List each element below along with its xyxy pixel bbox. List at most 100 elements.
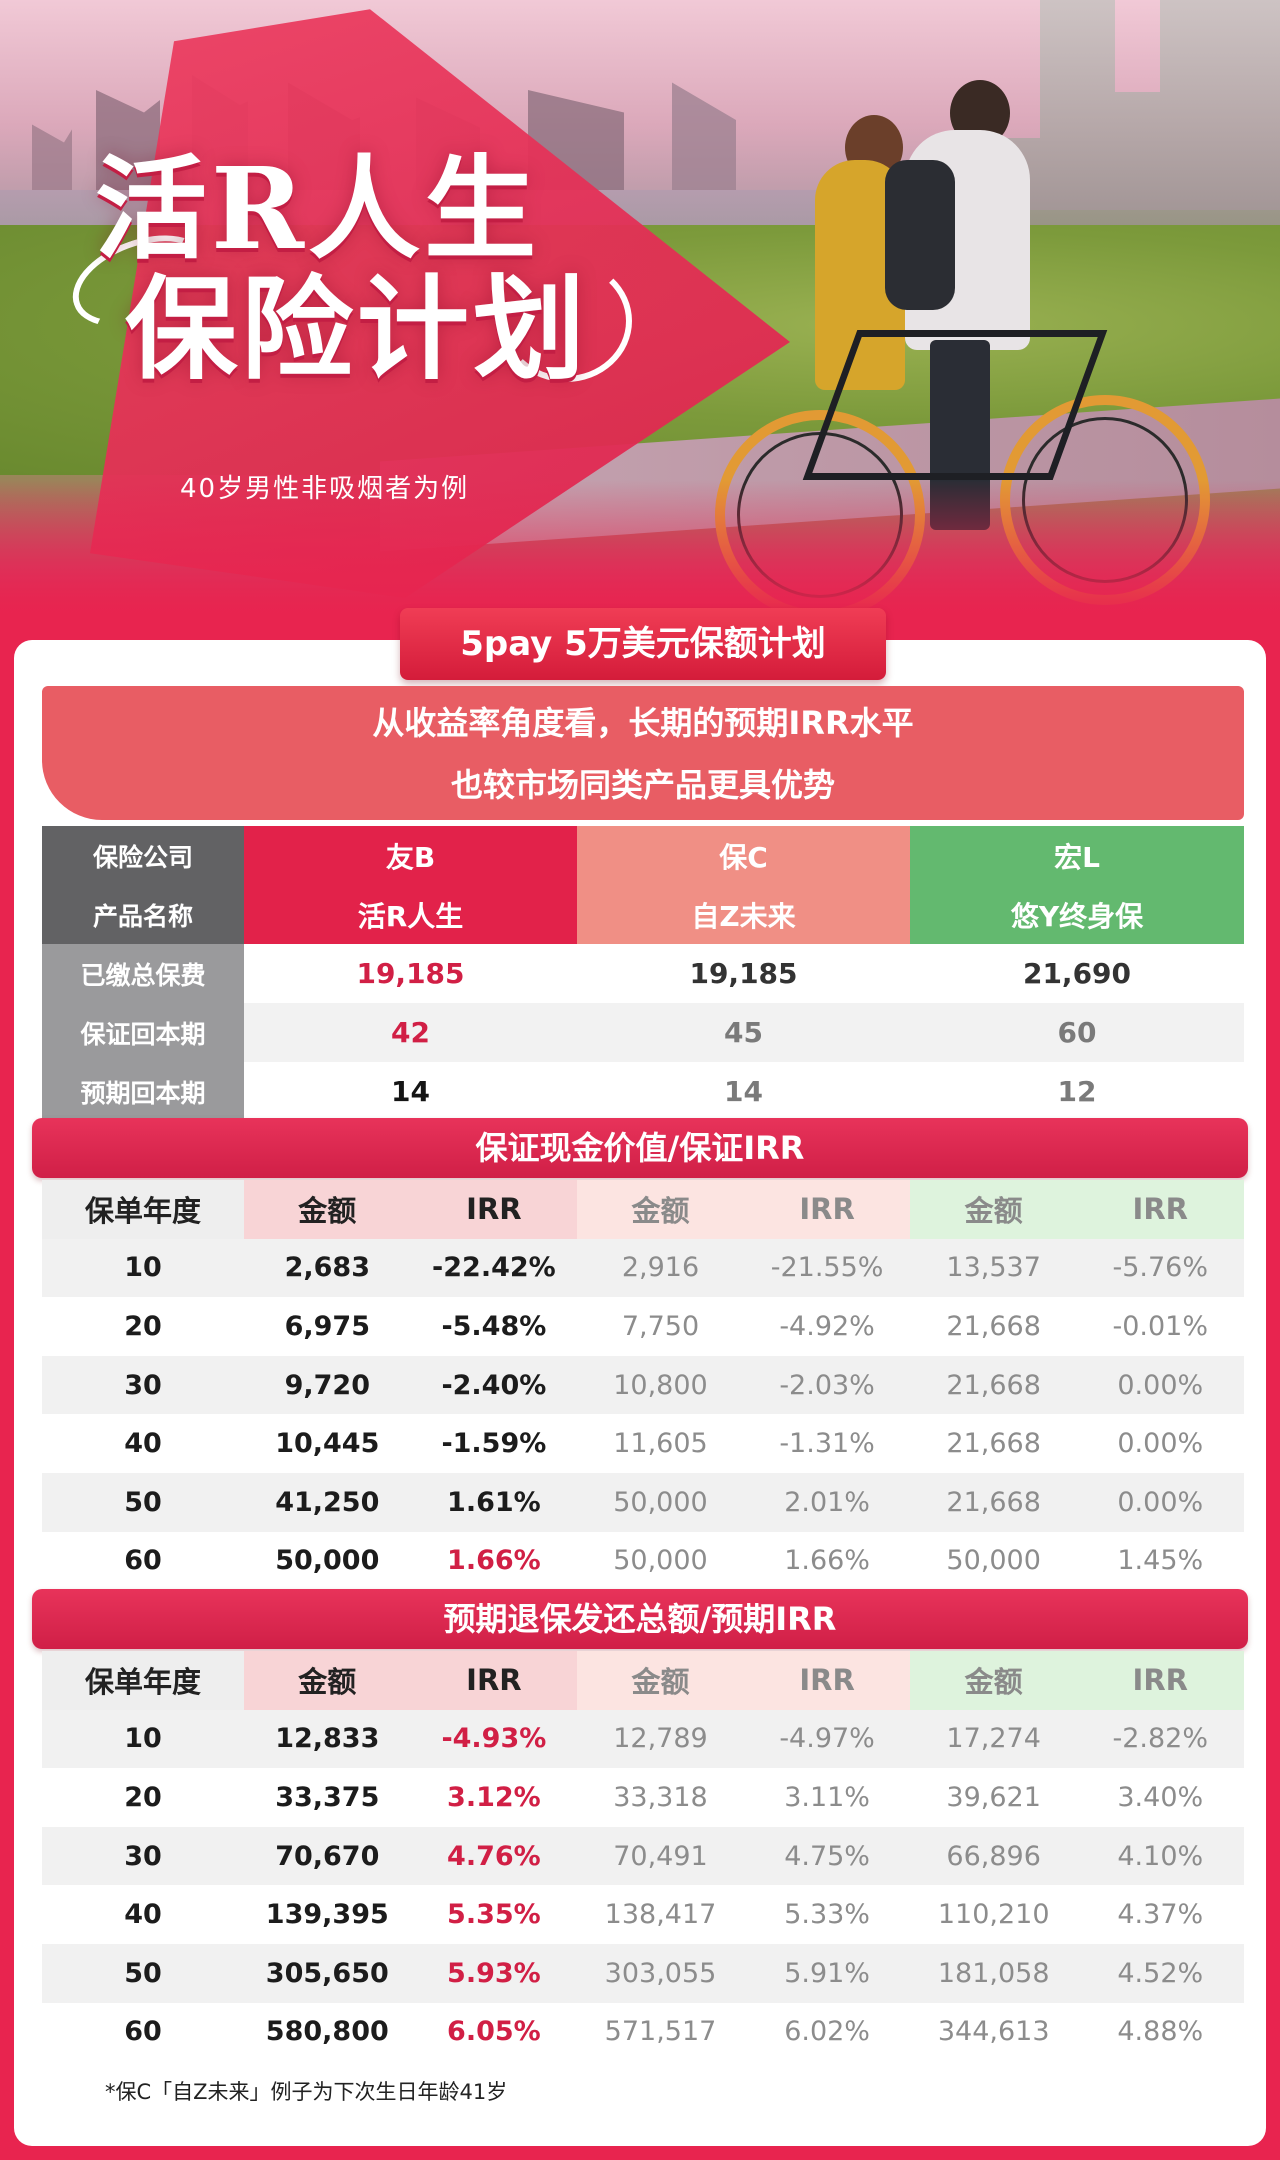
table-row: 30 9,720 -2.40% 10,800 -2.03% 21,668 0.00% [42, 1355, 1244, 1415]
table-cell: 110,210 [910, 1885, 1077, 1944]
table-cell: 3.12% [410, 1768, 578, 1827]
hero-subtitle: 40岁男性非吸烟者为例 [180, 474, 470, 504]
hero-title-line2: 保险计划 [125, 264, 589, 395]
table-cell: 4.76% [410, 1826, 578, 1886]
plan-badge: 5pay 5万美元保额计划 [400, 608, 886, 680]
table-cell: 0.00% [1076, 1472, 1244, 1532]
table-cell: -0.01% [1076, 1297, 1244, 1356]
table-cell: 12,789 [577, 1709, 744, 1769]
table-row: 40 139,395 5.35% 138,417 5.33% 110,210 4.37% [42, 1885, 1244, 1944]
table-header-cell: 金额 [577, 1180, 744, 1239]
table-row: 40 10,445 -1.59% 11,605 -1.31% 21,668 0.00% [42, 1414, 1244, 1473]
table-cell: 17,274 [910, 1709, 1077, 1769]
table-cell: 0.00% [1076, 1355, 1244, 1415]
expected-breakeven-b: 14 [577, 1062, 910, 1121]
table-cell: -5.48% [410, 1297, 578, 1356]
table-cell: -22.42% [410, 1238, 578, 1298]
table-cell: -4.93% [410, 1709, 578, 1769]
table-row: 10 12,833 -4.93% 12,789 -4.97% 17,274 -2.82% [42, 1709, 1244, 1769]
table-cell: 11,605 [577, 1414, 744, 1473]
comparison-row-guaranteed-breakeven: 保证回本期 42 45 60 [42, 1003, 1244, 1062]
expected-breakeven-a: 14 [244, 1062, 577, 1121]
section-expected-banner: 预期退保发还总额/预期IRR [32, 1589, 1248, 1649]
table-row: 30 70,670 4.76% 70,491 4.75% 66,896 4.10% [42, 1826, 1244, 1886]
table-row: 60 580,800 6.05% 571,517 6.02% 344,613 4.88% [42, 2002, 1244, 2062]
row-label: 预期回本期 [42, 1062, 244, 1121]
table-row: 50 41,250 1.61% 50,000 2.01% 21,668 0.00% [42, 1472, 1244, 1532]
table-cell: 10,445 [244, 1414, 411, 1473]
section-guaranteed-banner: 保证现金价值/保证IRR [32, 1118, 1248, 1178]
comparison-row-premium: 已缴总保费 19,185 19,185 21,690 [42, 944, 1244, 1003]
table-cell: 138,417 [577, 1885, 744, 1944]
company-c: 宏L [910, 826, 1244, 885]
row-label: 保险公司 [42, 826, 244, 885]
table-cell: 6.02% [743, 2002, 911, 2062]
table-cell: 305,650 [244, 1943, 411, 2003]
table-cell: 10 [42, 1709, 244, 1769]
hero-title: 活R人生 保险计划 [95, 150, 655, 390]
table-cell: -5.76% [1076, 1238, 1244, 1298]
table-cell: 21,668 [910, 1414, 1077, 1473]
premium-a: 19,185 [244, 944, 577, 1003]
guaranteed-value-table: 保单年度 金额 IRR 金额 IRR 金额 IRR 10 2,683 -22.42% 2,916 -2… [42, 1180, 1244, 1591]
table-cell: 40 [42, 1885, 244, 1944]
table-row: 10 2,683 -22.42% 2,916 -21.55% 13,537 -5.76% [42, 1238, 1244, 1298]
company-a: 友B [244, 826, 577, 885]
table-cell: 3.40% [1076, 1768, 1244, 1827]
table-cell: 181,058 [910, 1943, 1077, 2003]
table-cell: -4.97% [743, 1709, 911, 1769]
table-cell: -2.82% [1076, 1709, 1244, 1769]
table-cell: 60 [42, 2002, 244, 2062]
table-header-cell: 金额 [577, 1651, 744, 1710]
table-cell: 3.11% [743, 1768, 911, 1827]
table-cell: -2.03% [743, 1355, 911, 1415]
product-a: 活R人生 [244, 885, 577, 944]
table-cell: 13,537 [910, 1238, 1077, 1298]
table-cell: 2,683 [244, 1238, 411, 1298]
callout-line1: 从收益率角度看，长期的预期IRR水平 [372, 704, 914, 742]
guaranteed-breakeven-c: 60 [910, 1003, 1244, 1062]
table-row: 20 33,375 3.12% 33,318 3.11% 39,621 3.40% [42, 1768, 1244, 1827]
table-header-cell: 金额 [910, 1651, 1077, 1710]
comparison-row-product: 产品名称 活R人生 自Z未来 悠Y终身保 [42, 885, 1244, 944]
table-header-cell: IRR [410, 1180, 578, 1239]
table-cell: 4.10% [1076, 1826, 1244, 1886]
table-cell: 33,375 [244, 1768, 411, 1827]
row-label: 保证回本期 [42, 1003, 244, 1062]
table-cell: 12,833 [244, 1709, 411, 1769]
table-cell: 20 [42, 1768, 244, 1827]
table-cell: 1.45% [1076, 1531, 1244, 1591]
table-cell: -1.31% [743, 1414, 911, 1473]
table-cell: 1.66% [743, 1531, 911, 1591]
table-cell: 4.88% [1076, 2002, 1244, 2062]
table-cell: 2,916 [577, 1238, 744, 1298]
row-label: 产品名称 [42, 885, 244, 944]
table-cell: -21.55% [743, 1238, 911, 1298]
product-c: 悠Y终身保 [910, 885, 1244, 944]
table-header-cell: IRR [1076, 1651, 1244, 1710]
table-header-cell: 金额 [910, 1180, 1077, 1239]
table-cell: 21,668 [910, 1297, 1077, 1356]
table-cell: 303,055 [577, 1943, 744, 2003]
table-cell: 33,318 [577, 1768, 744, 1827]
table-cell: 30 [42, 1826, 244, 1886]
table-cell: 4.37% [1076, 1885, 1244, 1944]
table-header-cell: IRR [743, 1651, 911, 1710]
premium-c: 21,690 [910, 944, 1244, 1003]
table-cell: 4.52% [1076, 1943, 1244, 2003]
table-header-cell: 金额 [244, 1651, 411, 1710]
table-cell: 50,000 [577, 1531, 744, 1591]
comparison-row-expected-breakeven: 预期回本期 14 14 12 [42, 1062, 1244, 1121]
table-cell: 5.93% [410, 1943, 578, 2003]
table-cell: 344,613 [910, 2002, 1077, 2062]
table-row: 60 50,000 1.66% 50,000 1.66% 50,000 1.45% [42, 1531, 1244, 1591]
table-cell: 21,668 [910, 1355, 1077, 1415]
footnote: *保C「自Z未来」例子为下次生日年龄41岁 [105, 2080, 508, 2104]
table-cell: 4.75% [743, 1826, 911, 1886]
table-header-cell: 保单年度 [42, 1180, 244, 1239]
comparison-row-company: 保险公司 友B 保C 宏L [42, 826, 1244, 885]
premium-b: 19,185 [577, 944, 910, 1003]
table-cell: 50 [42, 1943, 244, 2003]
table-cell: 50,000 [577, 1472, 744, 1532]
row-label: 已缴总保费 [42, 944, 244, 1003]
